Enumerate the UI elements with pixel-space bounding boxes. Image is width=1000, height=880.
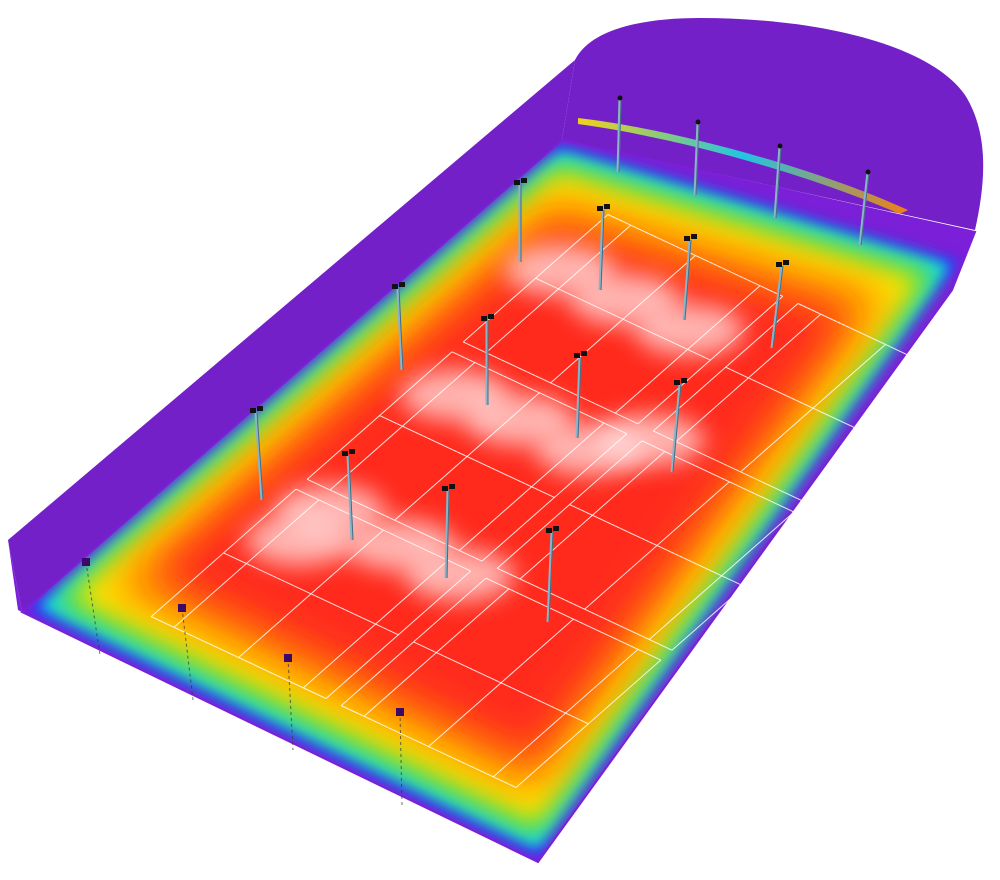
wall-fixture	[178, 604, 194, 701]
light-pole	[442, 484, 455, 579]
flood-light-fixture	[442, 484, 455, 491]
light-pole	[392, 282, 405, 371]
left-floor-edge	[8, 540, 22, 612]
light-pole	[342, 449, 355, 541]
flood-light-fixture	[776, 260, 789, 267]
floor-boundary	[20, 138, 977, 864]
light-pole	[546, 526, 559, 623]
flood-light-fixture	[777, 143, 783, 149]
flood-light-fixture	[574, 351, 587, 358]
light-pole	[670, 378, 687, 473]
light-pole	[770, 260, 789, 349]
light-pole	[514, 178, 527, 262]
wall-fixtures	[82, 558, 404, 806]
flood-light-fixture	[617, 95, 623, 101]
flood-light-fixture	[514, 178, 527, 185]
flood-light-fixture	[684, 234, 697, 241]
flood-light-fixture	[481, 314, 494, 321]
light-pole	[574, 351, 587, 439]
light-poles	[250, 95, 871, 623]
flood-light-fixture	[546, 526, 559, 533]
wall-fixture	[82, 558, 101, 656]
flood-light-fixture	[865, 169, 871, 175]
light-pole	[250, 406, 264, 501]
flood-light-fixture	[342, 449, 355, 456]
light-pole	[597, 204, 610, 291]
left-wall	[8, 60, 575, 612]
light-pole	[616, 95, 623, 173]
flood-light-fixture	[597, 204, 610, 211]
light-pole	[693, 119, 701, 196]
court-lines	[150, 214, 974, 788]
flood-light-fixture	[674, 378, 687, 385]
flood-light-fixture	[695, 119, 701, 125]
wall-fixture	[284, 654, 294, 751]
light-pole	[682, 234, 697, 321]
light-pole	[858, 169, 871, 246]
flood-light-fixture	[392, 282, 405, 289]
floor-heatmap	[22, 140, 975, 862]
back-wall-glare-band	[578, 118, 908, 214]
flood-light-fixture	[250, 406, 263, 413]
wall-fixture	[396, 708, 404, 806]
light-pole	[481, 314, 494, 405]
light-pole	[773, 143, 783, 219]
back-wall	[562, 18, 984, 230]
